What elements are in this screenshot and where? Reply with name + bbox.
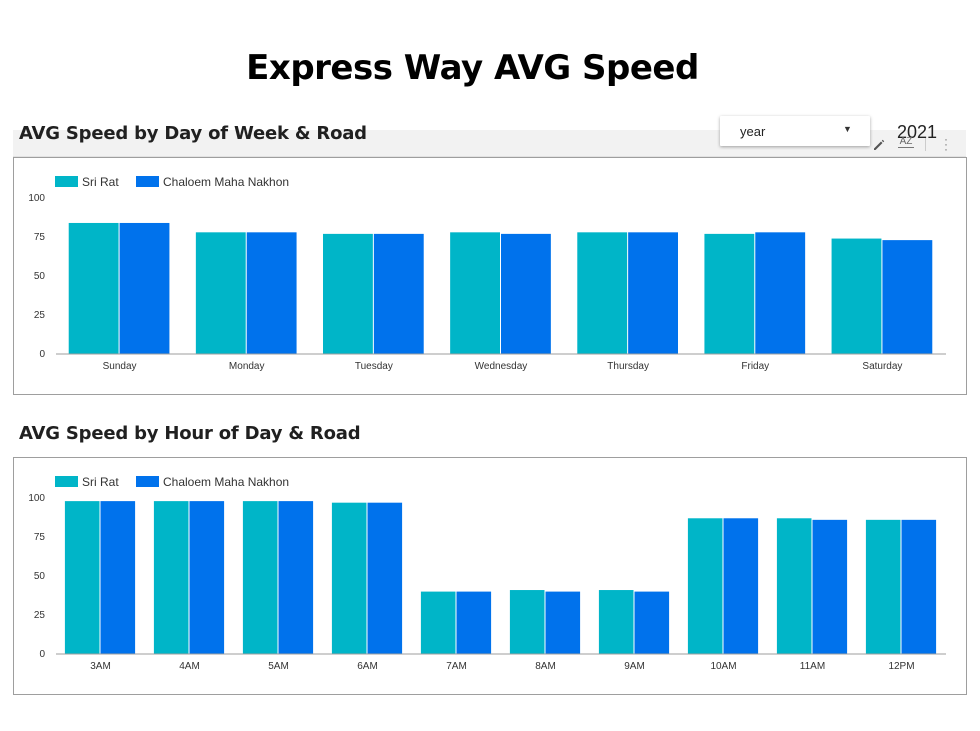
bar-monday-series-1	[246, 232, 297, 354]
bar-7am-series-1	[456, 591, 492, 654]
x-tick-label: 12PM	[888, 661, 914, 672]
chart1-container: Sri Rat Chaloem Maha Nakhon 0 25 50 75 100 Sund…	[13, 157, 967, 395]
y-tick-label: 0	[39, 649, 45, 660]
bar-3am-series-0	[64, 501, 100, 654]
x-tick-label: Saturday	[862, 361, 902, 372]
bar-6am-series-0	[331, 502, 367, 654]
bar-10am-series-0	[687, 518, 723, 654]
x-tick-label: Friday	[741, 361, 769, 372]
y-tick-label: 50	[34, 571, 46, 582]
bar-wednesday-series-1	[501, 233, 551, 354]
x-tick-label: Sunday	[103, 361, 137, 372]
bar-tuesday-series-0	[323, 233, 373, 354]
x-tick-label: 4AM	[179, 661, 200, 672]
legend-swatch-0	[55, 476, 78, 487]
bar-9am-series-1	[634, 591, 670, 654]
y-tick-label: 0	[39, 349, 45, 360]
y-tick-label: 100	[28, 193, 45, 204]
y-tick-label: 25	[34, 610, 46, 621]
legend-swatch-1	[136, 476, 159, 487]
bar-monday-series-0	[195, 232, 246, 354]
x-tick-label: 11AM	[800, 661, 825, 672]
y-tick-label: 100	[28, 493, 45, 504]
bar-thursday-series-1	[628, 232, 678, 354]
x-tick-label: 7AM	[446, 661, 467, 672]
bar-tuesday-series-1	[373, 233, 424, 354]
caret-down-icon: ▼	[843, 124, 852, 134]
bar-12pm-series-1	[901, 519, 937, 654]
x-tick-label: Tuesday	[355, 361, 393, 372]
x-tick-label: Wednesday	[475, 361, 528, 372]
chart1-svg: Sri Rat Chaloem Maha Nakhon 0 25 50 75 100 Sund…	[28, 175, 946, 372]
chart2-svg: Sri Rat Chaloem Maha Nakhon 0 25 50 75 100 3AM 4…	[28, 475, 946, 672]
legend-label-1: Chaloem Maha Nakhon	[163, 475, 289, 489]
bar-sunday-series-0	[68, 222, 119, 354]
bar-sunday-series-1	[119, 222, 170, 354]
bar-thursday-series-0	[577, 232, 628, 354]
sort-az-icon[interactable]: AZ	[898, 137, 914, 148]
page-title: Express Way AVG Speed	[246, 48, 699, 88]
x-tick-label: 3AM	[90, 661, 111, 672]
bar-saturday-series-0	[831, 238, 882, 354]
bar-saturday-series-1	[882, 240, 933, 354]
sort-az-label: AZ	[899, 136, 913, 147]
x-tick-label: 9AM	[624, 661, 645, 672]
bar-5am-series-0	[242, 501, 278, 654]
bar-wednesday-series-0	[450, 232, 500, 354]
x-tick-label: Monday	[229, 361, 265, 372]
x-tick-label: Thursday	[607, 361, 649, 372]
bar-4am-series-1	[189, 501, 225, 654]
legend-label-0: Sri Rat	[82, 475, 119, 489]
y-tick-label: 50	[34, 271, 46, 282]
legend-label-1: Chaloem Maha Nakhon	[163, 175, 289, 189]
toolbar-divider	[925, 138, 926, 151]
chart1-title: AVG Speed by Day of Week & Road	[19, 123, 367, 144]
y-tick-label: 75	[34, 232, 46, 243]
bar-6am-series-1	[367, 502, 403, 654]
y-tick-label: 75	[34, 532, 46, 543]
pencil-icon[interactable]	[872, 138, 886, 152]
year-value: 2021	[897, 122, 938, 142]
year-filter-label: year	[740, 124, 766, 139]
chart2-title: AVG Speed by Hour of Day & Road	[19, 423, 361, 444]
bar-8am-series-0	[509, 590, 545, 654]
bar-10am-series-1	[723, 518, 759, 654]
x-tick-label: 5AM	[268, 661, 289, 672]
bar-7am-series-0	[420, 591, 456, 654]
legend-label-0: Sri Rat	[82, 175, 119, 189]
legend-swatch-0	[55, 176, 78, 187]
bar-12pm-series-0	[865, 519, 901, 654]
bar-friday-series-1	[755, 232, 806, 354]
chart2-container: Sri Rat Chaloem Maha Nakhon 0 25 50 75 100 3AM 4…	[13, 457, 967, 695]
bar-friday-series-0	[704, 233, 755, 354]
bar-3am-series-1	[100, 501, 136, 654]
more-vert-icon[interactable]: · · ·	[944, 132, 948, 156]
y-tick-label: 25	[34, 310, 46, 321]
bar-5am-series-1	[278, 501, 314, 654]
x-tick-label: 10AM	[710, 661, 736, 672]
bar-11am-series-0	[776, 518, 812, 654]
bar-4am-series-0	[153, 501, 189, 654]
x-tick-label: 6AM	[357, 661, 378, 672]
bar-11am-series-1	[812, 519, 848, 654]
bar-9am-series-0	[598, 590, 634, 654]
year-filter-dropdown[interactable]: year ▼	[720, 116, 870, 146]
bar-8am-series-1	[545, 591, 581, 654]
legend-swatch-1	[136, 176, 159, 187]
x-tick-label: 8AM	[535, 661, 556, 672]
